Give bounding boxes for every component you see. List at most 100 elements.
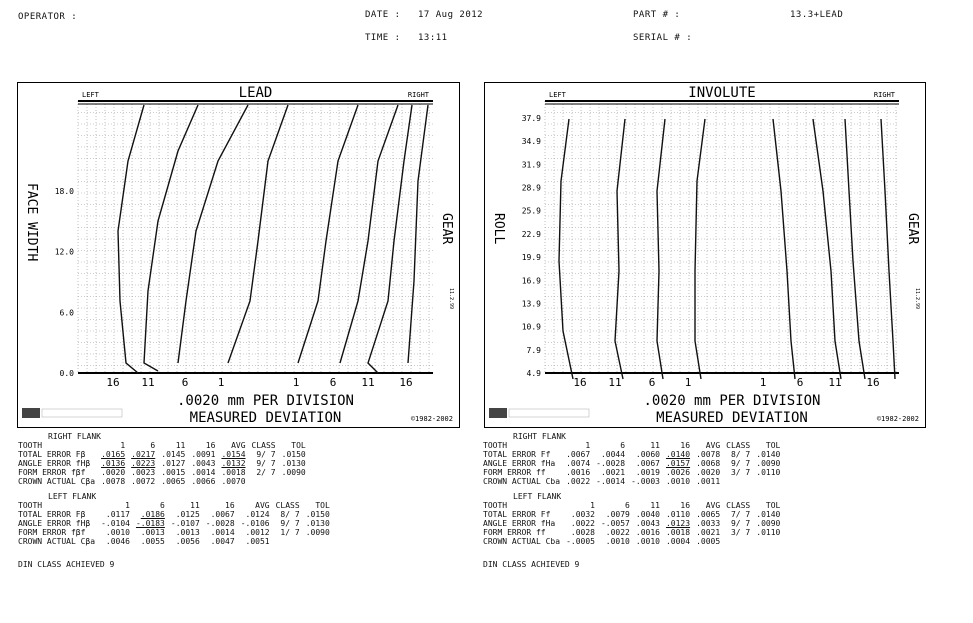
measurement-trace [227,104,289,364]
table-cell [279,477,309,486]
time-label: TIME : [365,33,401,43]
table-cell: .0150 [305,510,330,519]
x-tick-label: 16 [106,376,119,389]
x-tick-label: 11 [141,376,154,389]
column-header: 1 [120,441,126,450]
table-cell: .0010 [635,537,660,546]
chart-title: INVOLUTE [688,85,755,101]
table-row: ANGLE ERROR fHa .0074 -.0028 .0067 .0157 .006… [483,459,783,468]
measurement-trace [694,118,706,380]
table-cell: -.0028 [596,459,626,468]
table-cell [303,537,333,546]
column-header: AVG [705,441,721,450]
column-header: AVG [705,501,721,510]
table-cell: .0005 [696,537,721,546]
column-header: CLASS [726,441,751,450]
table-cell [723,477,753,486]
table-cell: .0018 [221,468,246,477]
table-cell: .0124 [245,510,270,519]
y-tick-label: 34.9 [522,137,541,146]
table-cell: .0117 [105,510,130,519]
table-row: TOTAL ERROR Fβ .0165 .0217 .0145 .0091 .0154 9… [18,450,309,459]
x-tick-label: 11 [361,376,374,389]
table-cell: .0040 [635,510,660,519]
table-cell: .0157 [665,459,691,468]
measurement-trace [812,118,842,380]
table-cell: .0067 [635,459,660,468]
column-header: 6 [160,501,165,510]
table-cell: -.0183 [135,519,165,528]
scale-label: .0020 mm PER DIVISION [643,393,820,409]
y-tick-label: 7.9 [527,346,542,355]
table-cell: -.0057 [600,519,630,528]
table-cell: .0043 [191,459,216,468]
right-axis-label: GEAR [439,213,454,244]
involute-din-class: DIN CLASS ACHIEVED 9 [483,560,580,569]
involute-left-flank-table: TOOTH 1 6 11 16 AVG CLASS TOL TOTAL ERROR Ff .003… [483,501,783,546]
x-tick-label: 11 [608,376,621,389]
y-tick-label: 16.9 [522,276,541,285]
table-cell: 9/ 7 [280,519,300,528]
table-cell: .0127 [161,459,186,468]
column-header: CLASS [726,501,751,510]
column-header: TOOTH [18,441,43,450]
table-cell: .0028 [570,528,595,537]
table-cell: .0043 [635,519,660,528]
x-tick-label: 1 [293,376,300,389]
column-header: AVG [231,441,246,450]
table-cell: 9/ 7 [730,519,751,528]
table-row: ANGLE ERROR fHa .0022 -.0057 .0043 .0123 .003… [483,519,783,528]
table-cell: .0090 [756,519,781,528]
operator-label: OPERATOR : [18,12,78,22]
chart-left-label: LEFT [82,91,100,99]
table-cell: -.0005 [566,537,595,546]
lead-results-table: RIGHT FLANK TOOTH 1 6 11 16 AVG CLASS TOL TOTAL … [18,432,333,569]
measurement-trace [880,118,896,380]
measurement-trace [117,104,145,374]
table-cell: .0078 [696,450,721,459]
column-header: TOL [291,441,306,450]
table-cell: 9/ 7 [256,450,276,459]
lead-din-class: DIN CLASS ACHIEVED 9 [18,560,115,569]
table-cell: .0110 [665,510,691,519]
table-cell: 1/ 7 [280,528,300,537]
column-header: TOL [315,501,330,510]
involute-results-table: RIGHT FLANK TOOTH 1 6 11 16 AVG CLASS TOL TOTAL … [483,432,783,569]
column-header: 16 [680,441,691,450]
table-header-row: TOOTH 1 6 11 16 AVG CLASS TOL [18,441,309,450]
y-tick-label: 22.9 [522,230,541,239]
table-cell: .0021 [600,468,626,477]
column-header: 16 [225,501,235,510]
x-tick-label: 16 [866,376,879,389]
involute-left-flank-title: LEFT FLANK [513,492,562,501]
part-value: 13.3+LEAD [790,10,844,20]
table-row: CROWN ACTUAL Cβa .0078 .0072 .0065 .0066 .007… [18,477,309,486]
row-label: TOTAL ERROR Ff [483,450,551,459]
column-header: TOOTH [483,441,508,450]
table-cell: 7/ 7 [730,510,751,519]
row-label: FORM ERROR ff [483,468,546,477]
table-cell: 3/ 7 [730,468,751,477]
row-label: ANGLE ERROR fHa [483,519,556,528]
table-cell: .0016 [566,468,591,477]
row-label: ANGLE ERROR fHβ [18,519,91,528]
table-row: FORM ERROR ff .0016 .0021 .0019 .0026 .0020 3/… [483,468,783,477]
y-tick-label: 25.9 [522,207,541,216]
table-cell: .0065 [161,477,186,486]
lead-left-flank-title: LEFT FLANK [48,492,97,501]
table-cell: .0004 [665,537,691,546]
table-cell: .0090 [756,459,781,468]
column-header: 1 [125,501,130,510]
column-header: TOL [765,501,781,510]
column-header: 6 [620,441,626,450]
table-cell: .0055 [140,537,165,546]
table-cell: .0044 [600,450,626,459]
column-header: CLASS [275,501,300,510]
table-header-row: TOOTH 1 6 11 16 AVG CLASS TOL [483,441,783,450]
measurement-trace [614,118,626,380]
side-mark: 11.2.99 [914,288,920,309]
table-cell: 9/ 7 [256,459,276,468]
x-tick-label: 16 [399,376,412,389]
table-cell: .0056 [175,537,200,546]
table-cell: .0223 [131,459,156,468]
